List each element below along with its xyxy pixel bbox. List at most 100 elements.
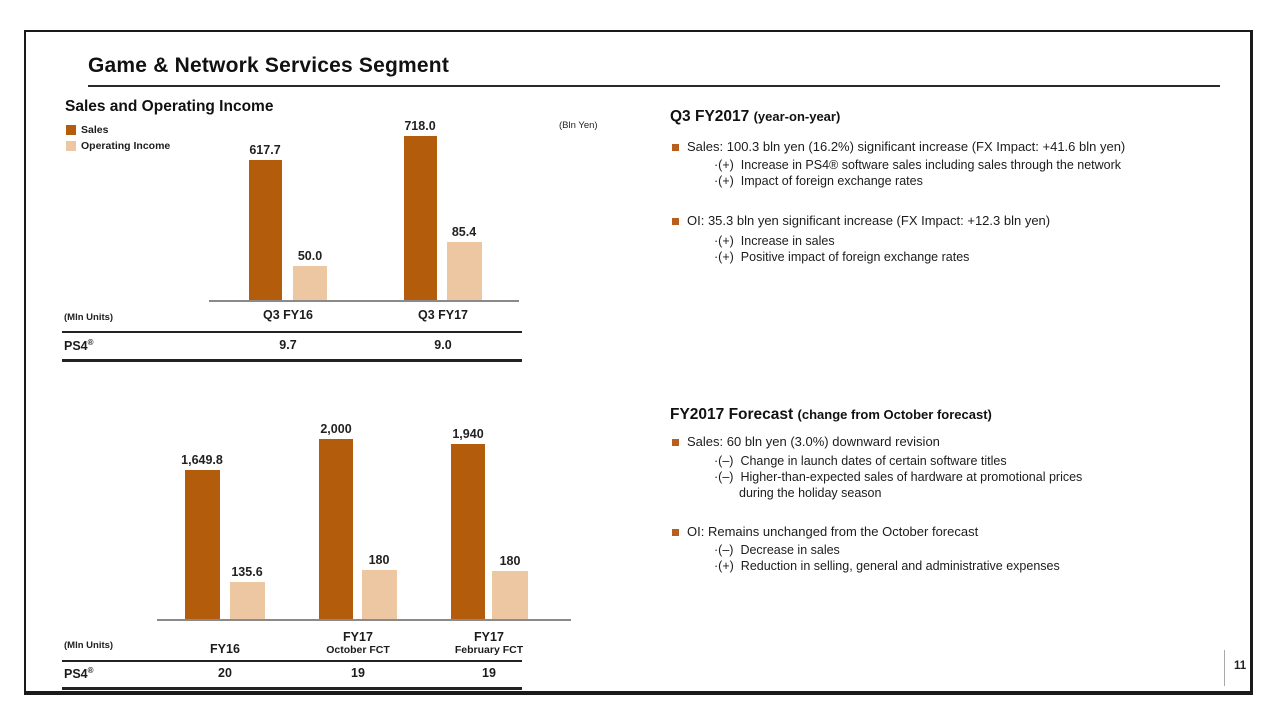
fy16-sales-column: 1,649.8 [162,453,242,619]
fy16-sales-bar [184,470,220,619]
bullet-square-icon [672,218,679,225]
fy16-category-line2: FY16 [210,642,240,656]
slide: Game & Network Services Segment Sales an… [24,30,1253,695]
forecast-sales-bullet: Sales: 60 bln yen (3.0%) downward revisi… [670,434,1250,449]
q3fy16-ps4-units: 9.7 [279,338,297,352]
fy17oct-sales-value-label: 2,000 [320,422,352,436]
ps4-label: PS4 [64,667,88,682]
q3-sales-bullet-text: Sales: 100.3 bln yen (16.2%) significant… [687,139,1126,154]
fy17oct-oi-bar [361,570,397,619]
fy16-oi-column: 135.6 [207,565,287,619]
fy17oct-category-cell: FY17 October FCT [283,624,433,656]
q3-sales-sub1: ·(+) Increase in PS4® software sales inc… [714,157,1250,173]
fy17oct-category-line2: October FCT [326,644,390,656]
q3fy16-sales-bar [248,160,282,300]
q3-chart-axis [209,300,519,302]
fullyear-chart: 1,649.8 135.6 2,000 180 1,940 180 [157,419,571,619]
registered-mark: ® [87,338,94,347]
bullet-square-icon [672,144,679,151]
forecast-sales-sub1-text: Change in launch dates of certain softwa… [740,454,1007,468]
registered-mark: ® [87,666,94,675]
fy17feb-oi-column: 180 [470,554,550,619]
forecast-oi-sub2: ·(+) Reduction in selling, general and a… [714,558,1250,574]
forecast-heading-note: (change from October forecast) [797,407,992,422]
q3fy16-sales-column: 617.7 [230,143,300,300]
q3fy16-oi-value-label: 50.0 [297,249,323,263]
fullyear-ps4-row-header: PS4® [64,666,94,681]
q3-chart: 617.7 50.0 718.0 85.4 [209,110,519,300]
chart-legend: Sales Operating Income [66,124,170,156]
q3-ps4-row-header: PS4® [64,338,94,353]
legend-operating-income-label: Operating Income [81,140,171,152]
q3fy17-ps4-units: 9.0 [434,338,452,352]
fullyear-chart-axis [157,619,571,621]
plus-marker: ·(+) [714,559,734,573]
forecast-sales-sub2: ·(–) Higher-than-expected sales of hardw… [714,469,1250,485]
q3-oi-bullet: OI: 35.3 bln yen significant increase (F… [670,213,1250,228]
q3fy17-category-label: Q3 FY17 [417,308,469,322]
q3-commentary-block: Q3 FY2017 (year-on-year) Sales: 100.3 bl… [670,108,1250,265]
plus-marker: ·(+) [714,158,734,172]
forecast-oi-sub1-text: Decrease in sales [740,543,840,557]
q3fy17-sales-value-label: 718.0 [404,119,436,133]
fy17feb-oi-value-label: 180 [499,554,521,568]
minus-marker: ·(–) [714,454,734,468]
q3fy17-oi-value-label: 85.4 [451,225,477,239]
ps4-label: PS4 [64,339,88,354]
bullet-square-icon [672,529,679,536]
q3-heading-note: (year-on-year) [753,109,841,124]
q3-oi-sub1: ·(+) Increase in sales [714,233,1250,249]
fy17oct-oi-value-label: 180 [368,553,390,567]
q3fy16-oi-column: 50.0 [275,249,345,300]
forecast-heading-main: FY2017 Forecast [670,406,794,423]
fy17feb-sales-value-label: 1,940 [452,427,484,441]
q3-oi-sub1-text: Increase in sales [740,234,835,248]
legend-item-sales: Sales [66,124,170,136]
q3fy17-oi-column: 85.4 [429,225,499,300]
q3fy16-oi-bar [293,266,327,300]
forecast-commentary-block: FY2017 Forecast (change from October for… [670,406,1250,574]
plus-marker: ·(+) [714,234,734,248]
fy16-category-cell: FY16 [150,624,300,656]
chart-section-title: Sales and Operating Income [65,98,274,115]
legend-sales-label: Sales [81,124,109,136]
forecast-oi-sub2-text: Reduction in selling, general and admini… [740,559,1060,573]
q3-mln-units-note: (Mln Units) [64,312,114,323]
sales-swatch-icon [66,125,76,135]
forecast-sales-sub2-text: Higher-than-expected sales of hardware a… [740,470,1083,484]
fy16-oi-value-label: 135.6 [231,565,263,579]
fy17feb-sales-column: 1,940 [428,427,508,619]
forecast-heading: FY2017 Forecast (change from October for… [670,406,1250,424]
q3-sales-bullet: Sales: 100.3 bln yen (16.2%) significant… [670,139,1250,154]
page-number: 11 [1234,660,1247,672]
title-underline [88,85,1220,87]
q3-sales-sub2: ·(+) Impact of foreign exchange rates [714,173,1250,189]
q3fy17-sales-bar [403,136,437,300]
forecast-oi-bullet-text: OI: Remains unchanged from the October f… [687,524,979,539]
fullyear-table-line-bottom [62,687,522,690]
q3-heading: Q3 FY2017 (year-on-year) [670,108,1250,126]
page-number-separator [1224,650,1225,686]
page-title: Game & Network Services Segment [88,54,450,77]
q3-oi-sub2-text: Positive impact of foreign exchange rate… [740,250,970,264]
fullyear-mln-units-note: (Mln Units) [64,640,114,651]
q3-sales-sub1-text: Increase in PS4® software sales includin… [740,158,1122,172]
fy17oct-oi-column: 180 [339,553,419,619]
forecast-oi-sub1: ·(–) Decrease in sales [714,542,1250,558]
forecast-oi-bullet: OI: Remains unchanged from the October f… [670,524,1250,539]
fy17feb-category-line2: February FCT [454,644,524,656]
fy17feb-oi-bar [492,571,528,619]
fy17oct-sales-bar [319,439,353,619]
fy17feb-category-line1: FY17 [474,630,504,644]
plus-marker: ·(+) [714,250,734,264]
q3-oi-sub2: ·(+) Positive impact of foreign exchange… [714,249,1250,265]
legend-item-operating-income: Operating Income [66,140,170,152]
fy17oct-ps4-units: 19 [351,666,365,680]
q3-oi-bullet-text: OI: 35.3 bln yen significant increase (F… [687,213,1051,228]
forecast-sales-sub1: ·(–) Change in launch dates of certain s… [714,453,1250,469]
q3-sales-sub2-text: Impact of foreign exchange rates [740,174,923,188]
bullet-square-icon [672,439,679,446]
minus-marker: ·(–) [714,470,734,484]
q3-table-line-top [62,331,522,333]
